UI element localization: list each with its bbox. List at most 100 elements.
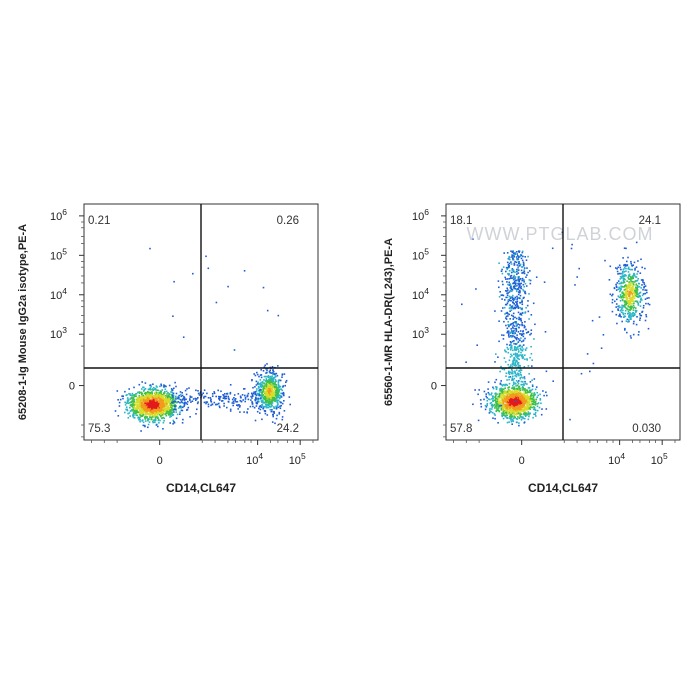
event-dot	[133, 394, 136, 396]
event-dot	[506, 389, 509, 392]
event-dot	[488, 412, 491, 414]
event-dot	[154, 411, 156, 414]
event-dot	[497, 422, 499, 424]
event-dot	[516, 394, 519, 397]
event-dot	[171, 394, 174, 397]
event-dot	[505, 392, 507, 395]
event-dot	[138, 417, 141, 420]
event-dot	[264, 392, 267, 394]
event-dot	[513, 383, 515, 385]
event-dot	[505, 296, 507, 299]
event-dot	[509, 299, 511, 302]
event-dot	[500, 408, 503, 411]
event-dot	[168, 400, 170, 402]
event-dot	[148, 421, 151, 423]
event-dot	[517, 357, 519, 360]
event-dot	[507, 417, 509, 419]
event-dot	[519, 347, 522, 350]
event-dot	[142, 403, 144, 405]
event-dot	[486, 396, 488, 399]
event-dot	[142, 424, 145, 427]
event-dot	[508, 313, 510, 316]
event-dot	[138, 409, 141, 412]
event-dot	[263, 386, 265, 388]
event-dot	[631, 314, 634, 317]
event-dot	[519, 402, 522, 404]
event-dot	[633, 312, 636, 315]
event-dot	[508, 265, 510, 268]
event-dot	[515, 365, 517, 367]
event-dot	[508, 325, 510, 328]
event-dot	[195, 389, 197, 392]
event-dot	[531, 384, 534, 386]
event-dot	[124, 390, 126, 393]
event-dot	[508, 270, 511, 272]
event-dot	[498, 286, 500, 289]
event-dot	[619, 275, 622, 278]
event-dot	[136, 411, 138, 413]
event-dot	[484, 404, 487, 407]
event-dot	[523, 404, 526, 406]
event-dot	[261, 391, 263, 394]
event-dot	[155, 396, 158, 398]
event-dot	[505, 315, 508, 318]
event-dot	[273, 394, 276, 397]
event-dot	[149, 392, 152, 395]
event-dot	[274, 394, 277, 396]
event-dot	[259, 389, 261, 391]
event-dot	[502, 401, 504, 404]
event-dot	[494, 405, 497, 407]
event-dot	[151, 404, 154, 407]
event-dot	[159, 393, 162, 396]
event-dot	[501, 272, 504, 275]
event-dot	[256, 410, 259, 413]
tick-label: 103	[50, 325, 67, 341]
event-dot	[261, 418, 263, 421]
event-dot	[515, 375, 518, 378]
event-dot	[543, 281, 546, 283]
event-dot	[524, 407, 526, 410]
event-dot	[502, 403, 504, 405]
event-dot	[513, 359, 516, 362]
event-dot	[504, 387, 506, 389]
event-dot	[620, 297, 623, 299]
event-dot	[586, 353, 589, 355]
event-dot	[624, 329, 626, 331]
event-dot	[518, 262, 520, 265]
event-dot	[508, 265, 510, 267]
event-dot	[518, 358, 520, 361]
event-dot	[630, 277, 632, 280]
event-dot	[518, 339, 521, 342]
event-dot	[164, 404, 167, 407]
event-dot	[279, 394, 282, 397]
event-dot	[184, 389, 187, 392]
event-dot	[274, 400, 276, 402]
event-dot	[522, 399, 525, 401]
event-dot	[515, 399, 517, 402]
event-dot	[173, 387, 175, 390]
event-dot	[254, 399, 256, 401]
event-dot	[182, 397, 185, 400]
event-dot	[265, 378, 268, 380]
event-dot	[524, 358, 526, 361]
event-dot	[516, 334, 518, 336]
event-dot	[513, 357, 515, 360]
event-dot	[163, 386, 165, 388]
event-dot	[180, 400, 183, 403]
event-dot	[273, 397, 275, 399]
event-dot	[632, 312, 634, 314]
event-dot	[528, 391, 530, 394]
event-dot	[169, 400, 171, 403]
event-dot	[492, 396, 494, 399]
event-dot	[507, 300, 510, 303]
event-dot	[500, 391, 503, 393]
event-dot	[533, 408, 535, 411]
event-dot	[153, 415, 155, 417]
event-dot	[504, 414, 506, 416]
event-dot	[504, 394, 506, 397]
event-dot	[643, 286, 645, 289]
event-dot	[622, 316, 625, 318]
event-dot	[262, 388, 264, 390]
event-dot	[149, 407, 151, 410]
event-dot	[144, 393, 147, 396]
